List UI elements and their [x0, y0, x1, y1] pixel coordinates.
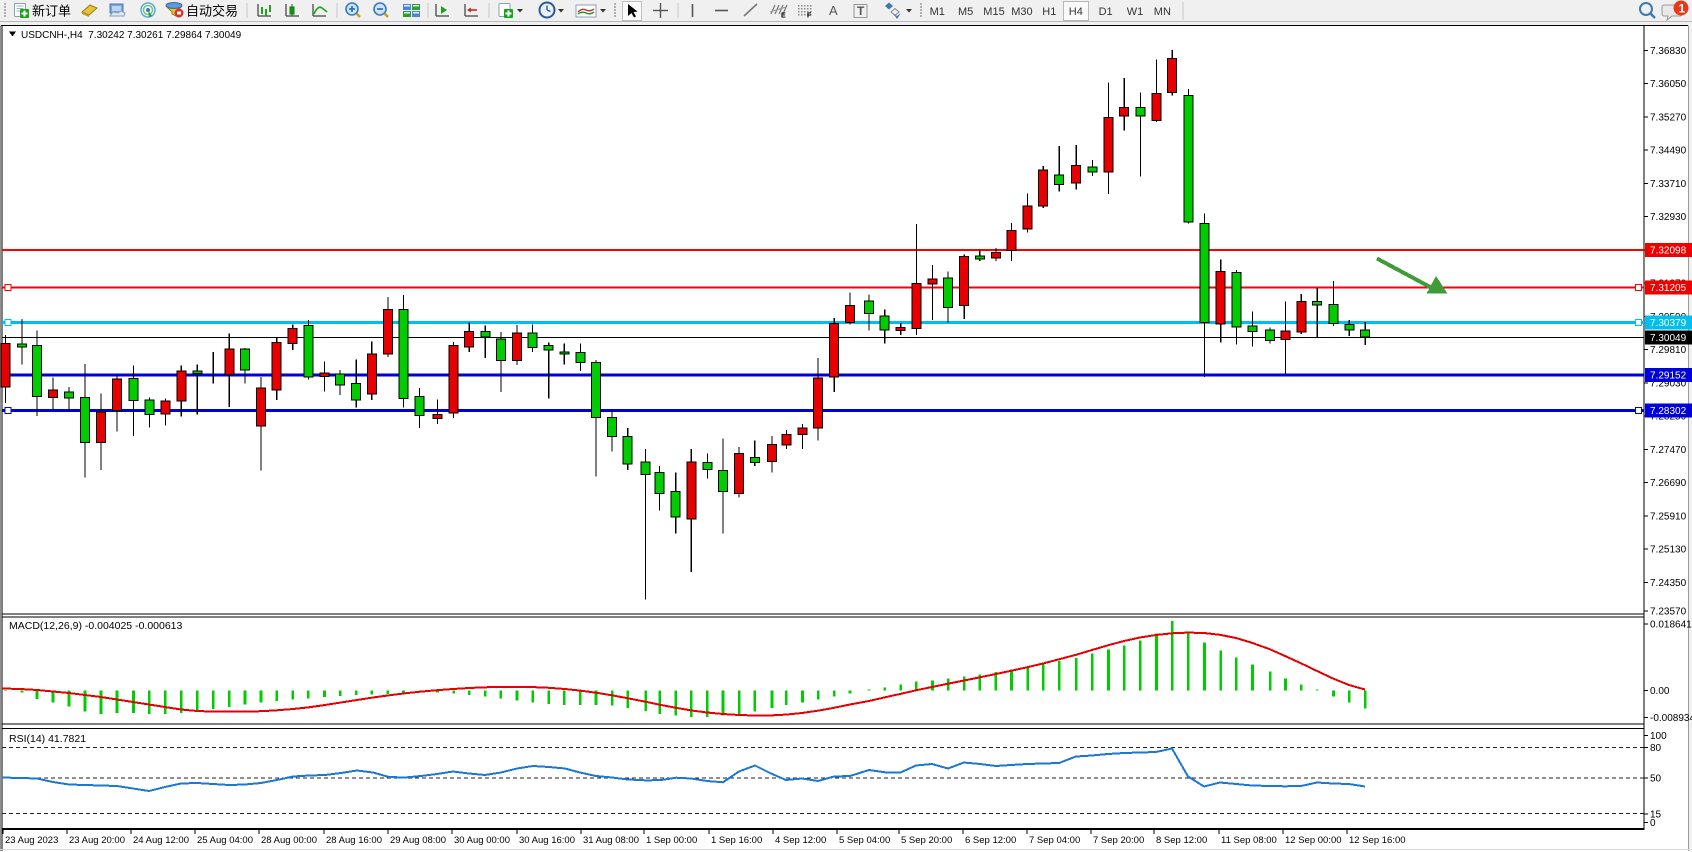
svg-text:12 Sep 00:00: 12 Sep 00:00 — [1285, 835, 1342, 846]
svg-text:4 Sep 12:00: 4 Sep 12:00 — [775, 835, 826, 846]
svg-text:A: A — [829, 3, 838, 18]
svg-text:1 Sep 16:00: 1 Sep 16:00 — [711, 835, 762, 846]
svg-text:8 Sep 12:00: 8 Sep 12:00 — [1156, 835, 1207, 846]
svg-text:7.29030: 7.29030 — [1650, 378, 1687, 389]
svg-text:7.26690: 7.26690 — [1650, 478, 1687, 489]
svg-text:USDCNH-,H4 7.30242 7.30261 7.: USDCNH-,H4 7.30242 7.30261 7.29864 7.300… — [21, 30, 242, 41]
svg-text:RSI(14) 41.7821: RSI(14) 41.7821 — [9, 733, 86, 745]
svg-text:MACD(12,26,9) -0.004025 -0.000: MACD(12,26,9) -0.004025 -0.000613 — [9, 620, 183, 632]
svg-text:31 Aug 08:00: 31 Aug 08:00 — [583, 835, 639, 846]
svg-text:7.25910: 7.25910 — [1650, 511, 1687, 522]
svg-text:30 Aug 00:00: 30 Aug 00:00 — [454, 835, 510, 846]
svg-text:25 Aug 04:00: 25 Aug 04:00 — [197, 835, 253, 846]
svg-text:7.35270: 7.35270 — [1650, 112, 1687, 123]
svg-text:H1: H1 — [1042, 6, 1056, 18]
svg-text:7.32098: 7.32098 — [1650, 246, 1687, 257]
svg-text:29 Aug 08:00: 29 Aug 08:00 — [390, 835, 446, 846]
svg-text:1 Sep 00:00: 1 Sep 00:00 — [646, 835, 697, 846]
svg-text:7 Sep 20:00: 7 Sep 20:00 — [1093, 835, 1144, 846]
svg-text:80: 80 — [1650, 743, 1662, 754]
svg-text:0: 0 — [1650, 818, 1656, 829]
svg-text:7.32930: 7.32930 — [1650, 212, 1687, 223]
svg-text:28 Aug 00:00: 28 Aug 00:00 — [261, 835, 317, 846]
svg-text:M30: M30 — [1011, 6, 1032, 18]
svg-text:28 Aug 16:00: 28 Aug 16:00 — [326, 835, 382, 846]
svg-text:MN: MN — [1154, 6, 1171, 18]
svg-text:7.34490: 7.34490 — [1650, 146, 1687, 157]
svg-text:7.30049: 7.30049 — [1650, 333, 1687, 344]
svg-text:100: 100 — [1650, 731, 1667, 742]
svg-text:H4: H4 — [1069, 6, 1083, 18]
svg-text:T: T — [857, 4, 865, 18]
svg-text:5 Sep 04:00: 5 Sep 04:00 — [839, 835, 890, 846]
svg-text:7.27470: 7.27470 — [1650, 445, 1687, 456]
svg-text:M5: M5 — [958, 6, 973, 18]
svg-text:E: E — [781, 13, 786, 20]
svg-text:23 Aug 20:00: 23 Aug 20:00 — [69, 835, 125, 846]
svg-text:新订单: 新订单 — [32, 4, 71, 19]
svg-text:7.24350: 7.24350 — [1650, 578, 1687, 589]
svg-text:12 Sep 16:00: 12 Sep 16:00 — [1349, 835, 1406, 846]
svg-text:7.33710: 7.33710 — [1650, 179, 1687, 190]
svg-text:M1: M1 — [930, 6, 945, 18]
svg-text:-0.008934: -0.008934 — [1650, 713, 1692, 724]
svg-text:24 Aug 12:00: 24 Aug 12:00 — [133, 835, 189, 846]
svg-text:23 Aug 2023: 23 Aug 2023 — [5, 835, 58, 846]
svg-text:6 Sep 12:00: 6 Sep 12:00 — [965, 835, 1016, 846]
svg-text:7 Sep 04:00: 7 Sep 04:00 — [1029, 835, 1080, 846]
svg-text:7.23570: 7.23570 — [1650, 607, 1687, 618]
svg-text:7.36830: 7.36830 — [1650, 46, 1687, 57]
svg-text:7.31205: 7.31205 — [1650, 283, 1687, 294]
svg-text:7.29152: 7.29152 — [1650, 371, 1687, 382]
svg-text:7.28302: 7.28302 — [1650, 406, 1687, 417]
svg-text:11 Sep 08:00: 11 Sep 08:00 — [1221, 835, 1277, 846]
svg-text:自动交易: 自动交易 — [186, 4, 238, 19]
svg-text:5 Sep 20:00: 5 Sep 20:00 — [901, 835, 952, 846]
svg-text:7.25130: 7.25130 — [1650, 545, 1687, 556]
svg-text:50: 50 — [1650, 773, 1662, 784]
svg-text:7.36050: 7.36050 — [1650, 79, 1687, 90]
svg-text:F: F — [807, 13, 812, 20]
svg-text:7.30379: 7.30379 — [1650, 318, 1687, 329]
svg-text:1: 1 — [1679, 2, 1686, 16]
svg-text:W1: W1 — [1127, 6, 1144, 18]
svg-text:M15: M15 — [983, 6, 1004, 18]
svg-text:15: 15 — [1650, 810, 1662, 821]
svg-text:0.00: 0.00 — [1650, 686, 1670, 697]
svg-text:30 Aug 16:00: 30 Aug 16:00 — [519, 835, 575, 846]
svg-text:D1: D1 — [1099, 6, 1113, 18]
svg-text:7.29810: 7.29810 — [1650, 345, 1687, 356]
svg-text:0.018641: 0.018641 — [1650, 619, 1692, 630]
